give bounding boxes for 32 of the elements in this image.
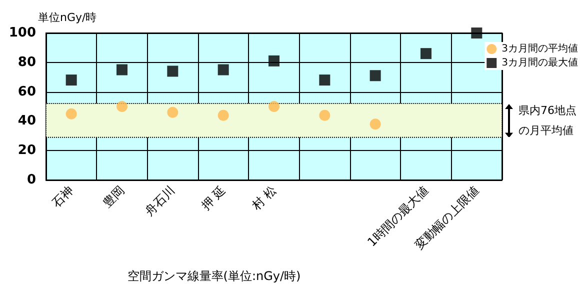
point (420, 48, 432, 60)
x-tick-label: 村 松 (248, 183, 279, 214)
y-tick-label: 60 (18, 84, 36, 100)
x-tick-label: 押 延 (198, 183, 228, 213)
point (370, 70, 381, 82)
band-label: 県内76地点の月平均値 (518, 104, 576, 137)
point (66, 108, 77, 120)
point (66, 74, 77, 86)
point (218, 110, 229, 121)
x-axis-title: 空間ガンマ線量率(単位:nGy/時) (127, 269, 301, 283)
point (268, 101, 280, 112)
legend-label: 3カ月間の平均値 (502, 42, 578, 54)
point (167, 106, 178, 118)
point (218, 64, 229, 76)
y-tick-label: 0 (26, 172, 36, 188)
y-tick-label: 100 (8, 26, 36, 40)
point (370, 118, 381, 130)
y-axis-title: 単位nGy/時 (38, 11, 97, 24)
point (319, 110, 330, 121)
point (167, 66, 178, 77)
point (268, 55, 280, 66)
x-tick-label: 舟石川 (142, 183, 178, 218)
y-tick-label: 80 (18, 54, 36, 70)
point (116, 101, 128, 112)
point (319, 74, 330, 86)
legend-label: 3カ月間の最大値 (502, 56, 578, 68)
point (116, 64, 128, 76)
point (471, 28, 482, 38)
x-tick-label: 石神 (49, 183, 76, 210)
y-tick-label: 40 (18, 114, 36, 129)
x-tick-label: 豊岡 (100, 183, 127, 210)
y-tick-label: 20 (18, 143, 36, 158)
